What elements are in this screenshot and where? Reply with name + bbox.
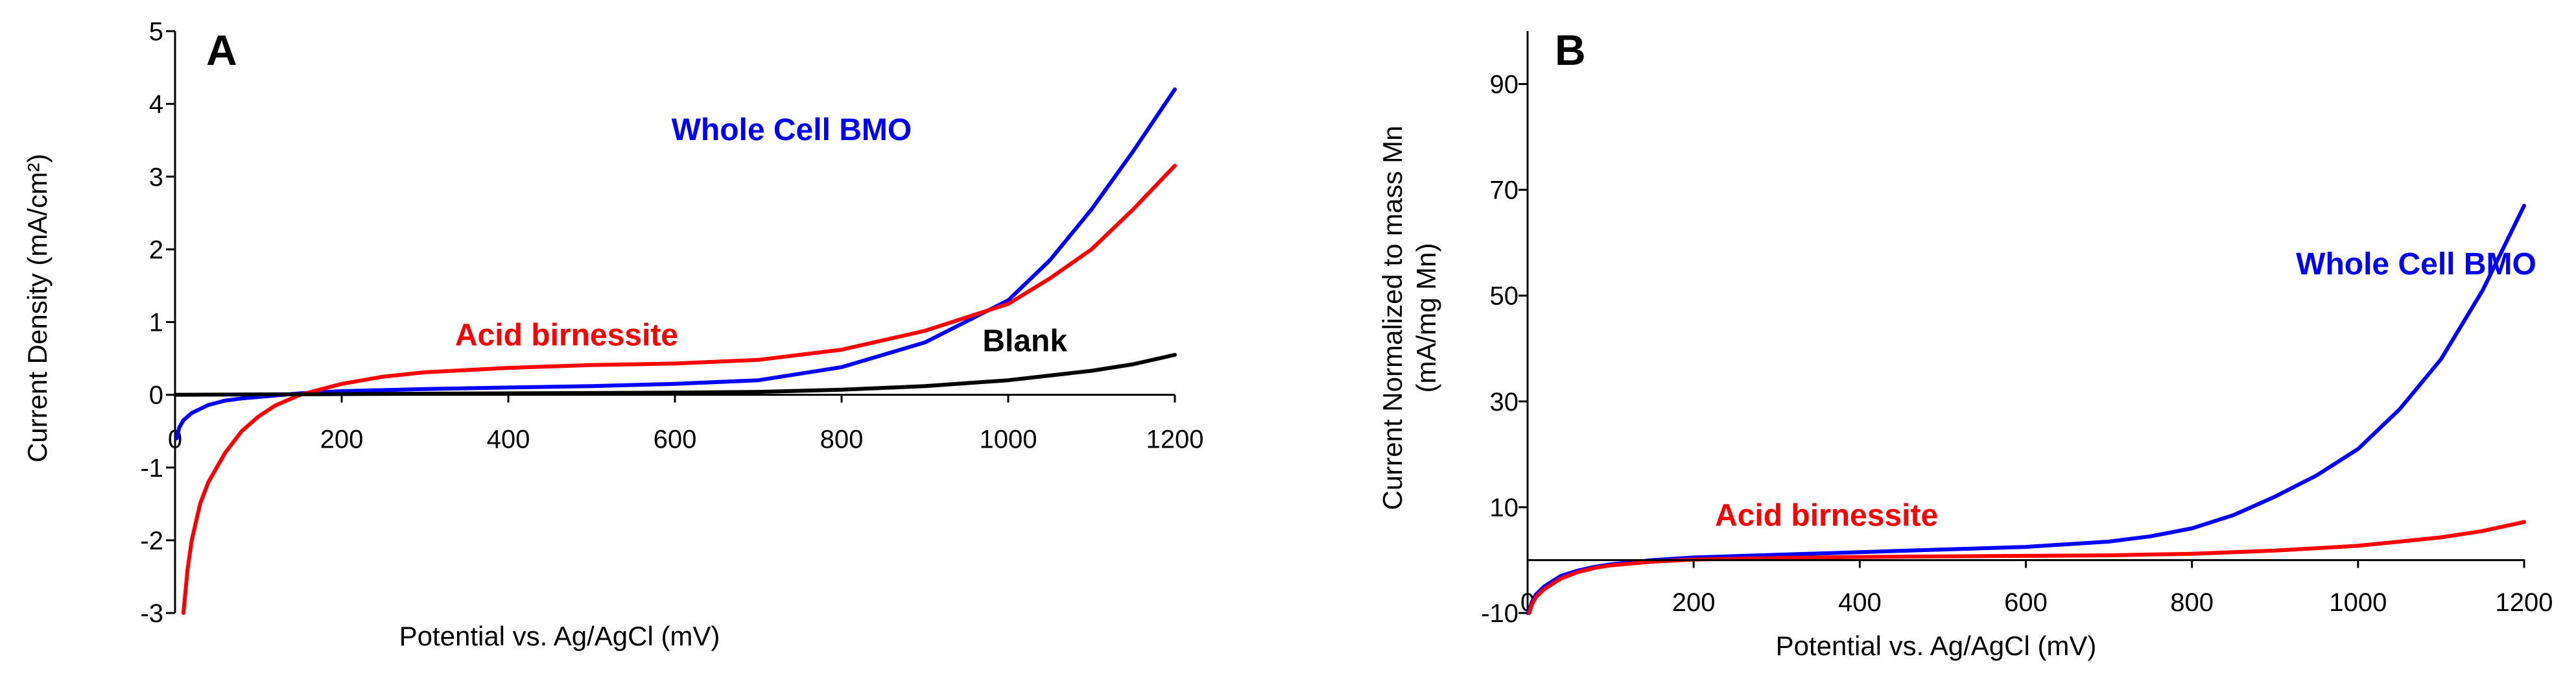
panel-a-y-axis-title: Current Density (mA/cm²) [22, 154, 53, 463]
panel-a-x-axis-title: Potential vs. Ag/AgCl (mV) [399, 621, 720, 651]
panel-a-series-whole-cell-bmo [174, 87, 1177, 440]
panel-a-annotation-acid-birnessite: Acid birnessite [455, 318, 678, 352]
panel-a-letter: A [206, 26, 237, 74]
panel-b-y-tick-label: 70 [1490, 176, 1519, 205]
panel-b-annotation-whole-cell-bmo: Whole Cell BMO [2296, 247, 2536, 282]
panel-b-y-tick-label: 10 [1490, 494, 1519, 522]
panel-b-x-tick-label: 1000 [2329, 588, 2387, 617]
panel-a-y-tick-label: 5 [149, 18, 163, 46]
panel-b: B Potential vs. Ag/AgCl (mV) Current Nor… [1377, 26, 2553, 661]
panel-a-annotations: Whole Cell BMO Acid birnessite Blank [455, 113, 1067, 358]
panel-a-annotation-whole-cell-bmo: Whole Cell BMO [672, 113, 912, 147]
panel-a-y-tick-label: -2 [140, 527, 163, 555]
panel-b-y-tick-label: -10 [1481, 599, 1518, 628]
panel-b-series [1526, 204, 2526, 615]
panel-a-series-acid-birnessite [181, 163, 1177, 615]
panel-a-y-tick-label: -3 [140, 599, 163, 628]
panel-b-x-axis-title: Potential vs. Ag/AgCl (mV) [1776, 631, 2097, 661]
panel-b-x-tick-label: 400 [1838, 588, 1882, 617]
panel-b-y-tick-label: 90 [1490, 71, 1519, 99]
panel-b-annotations: Whole Cell BMO Acid birnessite [1715, 247, 2536, 533]
panel-a-y-tick-label: -1 [140, 454, 163, 483]
panel-a-annotation-blank: Blank [982, 324, 1067, 358]
panel-a-x-tick-label: 200 [320, 426, 364, 454]
panel-b-series-whole-cell-bmo [1526, 204, 2526, 615]
panel-b-x-tick-label: 1200 [2496, 588, 2553, 617]
panel-a-x-tick-label: 1000 [980, 426, 1037, 454]
panel-b-y-tick-label: 50 [1490, 282, 1519, 311]
panel-a-y-ticks: -3 -2 -1 0 1 2 3 4 5 [140, 18, 175, 628]
panel-a-y-tick-label: 4 [149, 90, 163, 119]
panel-b-y-axis-title-line2: (mA/mg Mn) [1411, 243, 1441, 393]
panel-b-letter: B [1555, 26, 1586, 74]
panel-b-y-axis-title-line1: Current Normalized to mass Mn [1377, 126, 1408, 511]
panel-b-annotation-acid-birnessite: Acid birnessite [1715, 498, 1938, 533]
panel-a-series-blank [173, 353, 1177, 397]
panel-a: A Potential vs. Ag/AgCl (mV) Current Den… [22, 18, 1203, 651]
panel-a-x-tick-label: 400 [487, 426, 530, 454]
panel-a-y-tick-label: 0 [149, 381, 163, 410]
panel-a-y-tick-label: 2 [149, 235, 163, 264]
panel-a-y-tick-label: 1 [149, 309, 163, 337]
panel-b-x-tick-label: 200 [1672, 588, 1716, 617]
panel-a-series [173, 87, 1177, 615]
panel-a-x-tick-label: 600 [654, 426, 697, 454]
panel-b-y-tick-label: 30 [1490, 388, 1519, 416]
panel-a-y-tick-label: 3 [149, 163, 163, 191]
panel-a-x-tick-label: 1200 [1146, 426, 1204, 454]
panel-b-x-tick-label: 600 [2004, 588, 2048, 617]
panel-b-x-tick-label: 800 [2170, 588, 2214, 617]
panel-b-series-acid-birnessite [1527, 520, 2526, 615]
panel-b-y-ticks: -10 10 30 50 70 90 [1481, 71, 1528, 628]
panel-a-x-tick-label: 800 [820, 426, 864, 454]
